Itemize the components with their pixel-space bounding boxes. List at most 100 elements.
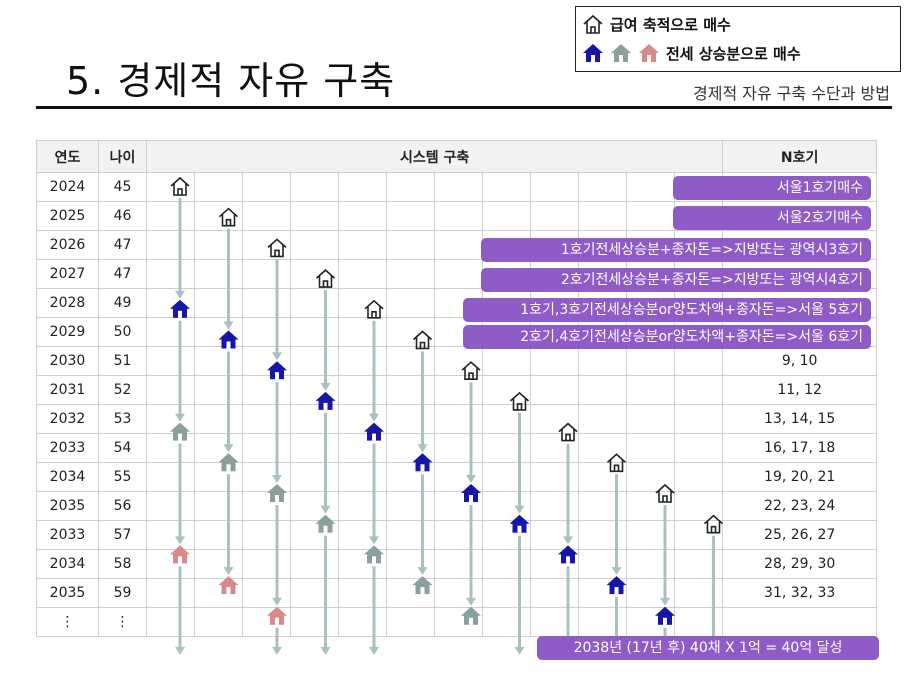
grid-cell [673,578,724,608]
grid-cell [434,607,483,637]
grid-cell [194,520,243,550]
grid-cell [434,462,483,492]
grid-cell [290,404,339,434]
grid-cell [242,288,291,318]
grid-cell [146,607,195,637]
grid-cell [673,433,724,463]
grid-cell [434,549,483,579]
grid-cell [482,375,531,405]
grid-cell [482,462,531,492]
grid-cell [242,172,291,202]
grid-cell [530,404,579,434]
grid-cell [146,433,195,463]
grid-cell [482,520,531,550]
grid-cell [578,462,627,492]
grid-cell [434,259,483,289]
age-cell: 53 [98,404,147,434]
grid-cell [290,462,339,492]
grid-cell [626,375,675,405]
grid-cell [482,201,531,231]
grid-cell [578,607,627,637]
grid-cell [673,520,724,550]
grid-cell [242,578,291,608]
grid-cell [242,462,291,492]
annotation-pill: 2호기,4호기전세상승분or양도차액+종자돈=>서울 6호기 [463,325,871,349]
grid-cell [290,433,339,463]
grid-cell [242,346,291,376]
grid-cell [386,462,435,492]
grid-cell [290,607,339,637]
legend-box: 급여 축적으로 매수 전세 상승분으로 매수 [575,6,901,72]
table-row: 2035 56 22, 23, 24 [36,491,878,521]
slide-subtitle: 경제적 자유 구축 수단과 방법 [693,84,890,103]
year-cell: 2025 [36,201,99,231]
age-cell: 52 [98,375,147,405]
grid-cell [338,288,387,318]
grid-cell [242,230,291,260]
table-row: 2033 57 25, 26, 27 [36,520,878,550]
grid-cell [386,172,435,202]
age-cell: 54 [98,433,147,463]
grid-cell [530,520,579,550]
grid-cell [386,491,435,521]
table-row: 2032 53 13, 14, 15 [36,404,878,434]
grid-cell [673,346,724,376]
grid-cell [242,549,291,579]
table-row: 2034 58 28, 29, 30 [36,549,878,579]
age-cell: 45 [98,172,147,202]
grid-cell [386,607,435,637]
header-n-units: N호기 [722,140,878,173]
grid-cell [673,549,724,579]
age-cell: 58 [98,549,147,579]
age-cell: 47 [98,230,147,260]
n-units-cell: 28, 29, 30 [722,549,878,579]
n-units-cell: 25, 26, 27 [722,520,878,550]
grid-cell [146,491,195,521]
grid-cell [530,201,579,231]
grid-cell [338,172,387,202]
grid-cell [146,288,195,318]
grid-cell [146,230,195,260]
legend-label-salary: 급여 축적으로 매수 [610,15,731,34]
grid-cell [482,172,531,202]
grid-cell [146,172,195,202]
grid-cell [673,375,724,405]
grid-cell [434,433,483,463]
annotation-pill: 서울1호기매수 [673,176,871,200]
grid-cell [386,317,435,347]
grid-cell [626,549,675,579]
grid-cell [482,578,531,608]
age-cell: 56 [98,491,147,521]
table-row: 2034 55 19, 20, 21 [36,462,878,492]
grid-cell [626,433,675,463]
grid-cell [626,404,675,434]
table-header-row: 연도 나이 시스템 구축 N호기 [36,140,878,173]
grid-cell [578,433,627,463]
n-units-cell: 31, 32, 33 [722,578,878,608]
grid-cell [146,317,195,347]
grid-cell [194,491,243,521]
grid-cell [146,404,195,434]
slide-title: 5. 경제적 자유 구축 [66,59,396,103]
grid-cell [626,201,675,231]
grid-cell [194,404,243,434]
grid-cell [146,520,195,550]
grid-cell [578,404,627,434]
grid-cell [530,375,579,405]
grid-cell [194,288,243,318]
table-row: ⋮ ⋮ [36,607,878,637]
grid-cell [530,462,579,492]
annotation-pill: 2호기전세상승분+종자돈=>지방또는 광역시4호기 [481,268,871,292]
table-row: 2035 59 31, 32, 33 [36,578,878,608]
n-units-cell: 11, 12 [722,375,878,405]
grid-cell [434,520,483,550]
n-units-cell [722,607,878,637]
grid-cell [578,201,627,231]
grid-cell [626,346,675,376]
grid-cell [242,433,291,463]
n-units-cell: 22, 23, 24 [722,491,878,521]
age-cell: ⋮ [98,607,147,637]
grid-cell [338,259,387,289]
grid-cell [338,230,387,260]
grid-cell [530,172,579,202]
